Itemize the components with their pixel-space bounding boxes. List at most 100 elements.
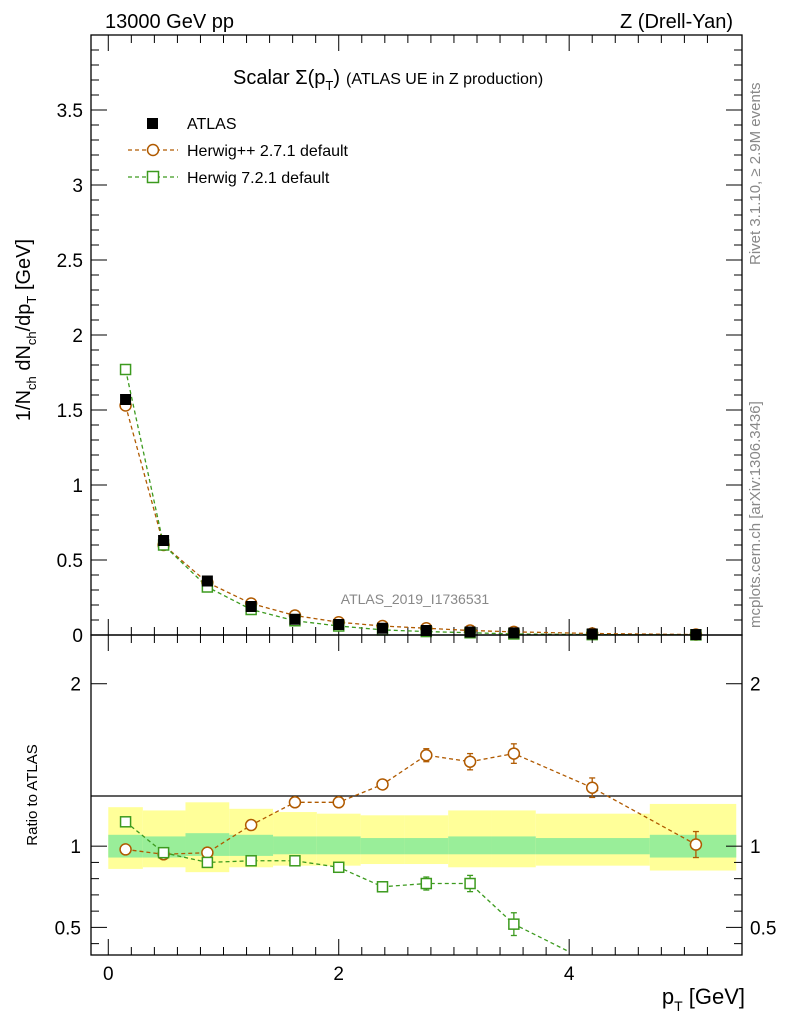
main-series bbox=[119, 363, 703, 641]
main-point-0 bbox=[420, 625, 432, 636]
ratio-band-inner bbox=[185, 833, 230, 856]
ratio-frame bbox=[90, 634, 743, 956]
ratio-point-1 bbox=[119, 816, 132, 828]
header-process: Z (Drell-Yan) bbox=[620, 11, 733, 33]
ratio-band-inner bbox=[535, 838, 650, 855]
main-y-tick-label: 1.5 bbox=[57, 401, 83, 422]
main-point-0 bbox=[201, 575, 213, 587]
main-y-tick-label: 0 bbox=[72, 626, 83, 647]
legend-label-herwig7: Herwig 7.2.1 default bbox=[187, 170, 330, 187]
ratio-band-inner bbox=[404, 838, 449, 855]
ratio-point-1 bbox=[289, 855, 301, 867]
main-y-tick-label: 0.5 bbox=[57, 551, 83, 572]
ratio-point-0 bbox=[119, 843, 132, 856]
ylabel-d: ch bbox=[24, 331, 39, 345]
ratio-point-1 bbox=[245, 855, 257, 867]
plot-title-rest: (ATLAS UE in Z production) bbox=[346, 71, 543, 88]
ratio-y-tick-label-right: 2 bbox=[750, 675, 761, 696]
ratio-point-1 bbox=[332, 861, 345, 874]
ratio-point-1 bbox=[157, 846, 170, 859]
xlabel-main: p bbox=[662, 984, 674, 1009]
main-point-0 bbox=[289, 613, 301, 625]
x-tick-label: 2 bbox=[333, 964, 344, 985]
ratio-series-line-0 bbox=[125, 752, 697, 855]
main-y-tick-label: 3.5 bbox=[57, 101, 83, 122]
ratio-band-inner bbox=[229, 834, 274, 856]
ratio-y-tick-label: 2 bbox=[70, 675, 81, 696]
ratio-bands bbox=[108, 802, 737, 873]
main-point-0 bbox=[377, 622, 389, 634]
plot-title: Scalar Σ(pT) (ATLAS UE in Z production) bbox=[233, 67, 543, 93]
plot-title-sub: T bbox=[325, 78, 333, 93]
main-point-2 bbox=[119, 363, 132, 376]
ratio-y-tick-label: 1 bbox=[70, 837, 81, 858]
legend-label-herwigpp: Herwig++ 2.7.1 default bbox=[187, 143, 349, 160]
legend-marker-herwig7 bbox=[146, 170, 160, 184]
main-point-0 bbox=[586, 628, 598, 640]
main-series-line-1 bbox=[124, 405, 696, 636]
ylabel-g: [GeV] bbox=[13, 239, 35, 296]
main-y-label: 1/Nch dNch/dpT [GeV] bbox=[13, 239, 39, 421]
ylabel-a: 1/N bbox=[13, 390, 35, 421]
ratio-y-tick-label: 0.5 bbox=[55, 918, 81, 939]
main-y-tick-label: 3 bbox=[72, 176, 83, 197]
ratio-point-1 bbox=[420, 877, 433, 890]
main-ticks: 0 0.5 1 1.5 2 2.5 3 3.5 bbox=[57, 35, 742, 647]
ratio-band-inner bbox=[448, 836, 492, 855]
ratio-point-1 bbox=[376, 881, 389, 893]
main-series-line-2 bbox=[124, 369, 696, 636]
ratio-y-label: Ratio to ATLAS bbox=[24, 744, 41, 845]
main-panel: Scalar Σ(pT) (ATLAS UE in Z production) 1… bbox=[13, 34, 743, 647]
analysis-watermark: ATLAS_2019_I1736531 bbox=[341, 591, 490, 607]
ratio-point-0 bbox=[689, 838, 703, 851]
ratio-series bbox=[119, 743, 703, 953]
ylabel-c: dN bbox=[13, 345, 35, 376]
legend-marker-atlas bbox=[147, 118, 158, 129]
ratio-point-1 bbox=[201, 856, 214, 869]
main-point-0 bbox=[120, 394, 132, 405]
ratio-panel: 0.5 0.5 1 1 2 2 0 2 4 Ratio to ATLAS pT [GeV] bbox=[24, 634, 776, 1014]
x-axis-label: pT [GeV] bbox=[662, 984, 745, 1014]
ratio-point-0 bbox=[332, 796, 345, 809]
ratio-point-0 bbox=[585, 781, 599, 794]
main-y-tick-label: 2.5 bbox=[57, 251, 83, 272]
xlabel-unit: [GeV] bbox=[683, 984, 745, 1009]
ratio-point-1 bbox=[508, 918, 520, 930]
ratio-ticks: 0.5 0.5 1 1 2 2 0 2 4 bbox=[55, 635, 776, 985]
main-y-tick-label: 2 bbox=[72, 326, 83, 347]
legend-marker-herwigpp bbox=[146, 143, 160, 157]
ratio-point-1 bbox=[464, 877, 476, 890]
main-y-tick-label: 1 bbox=[72, 476, 83, 497]
ratio-point-0 bbox=[376, 778, 389, 791]
rivet-info: Rivet 3.1.10, ≥ 2.9M events bbox=[747, 83, 764, 266]
ratio-point-0 bbox=[201, 846, 214, 859]
ratio-point-0 bbox=[288, 796, 302, 809]
x-tick-label: 0 bbox=[103, 964, 114, 985]
main-point-0 bbox=[245, 601, 257, 612]
ratio-y-tick-label-right: 0.5 bbox=[750, 918, 776, 939]
ratio-band-inner bbox=[273, 836, 317, 855]
ratio-point-0 bbox=[420, 748, 433, 762]
header-energy: 13000 GeV pp bbox=[105, 11, 234, 33]
ylabel-e: /dp bbox=[13, 304, 35, 332]
ratio-point-0 bbox=[507, 747, 521, 760]
plot-title-close: ) bbox=[333, 67, 340, 89]
ratio-band-inner bbox=[360, 838, 405, 855]
x-tick-label: 4 bbox=[564, 964, 575, 985]
main-point-0 bbox=[333, 619, 345, 630]
xlabel-sub: T bbox=[674, 998, 683, 1014]
ratio-point-0 bbox=[463, 755, 477, 768]
legend: ATLAS Herwig++ 2.7.1 default Herwig 7.2.… bbox=[128, 116, 349, 187]
ylabel-f: T bbox=[24, 296, 39, 304]
ratio-band-inner bbox=[316, 836, 361, 855]
main-point-0 bbox=[508, 627, 520, 639]
ratio-y-tick-label-right: 1 bbox=[750, 837, 761, 858]
main-point-0 bbox=[464, 626, 476, 638]
legend-label-atlas: ATLAS bbox=[187, 116, 237, 133]
mcplots-info: mcplots.cern.ch [arXiv:1306.3436] bbox=[747, 401, 764, 628]
ratio-band-inner bbox=[491, 836, 536, 855]
plot-title-main: Scalar Σ(p bbox=[233, 67, 325, 89]
ylabel-b: ch bbox=[24, 376, 39, 390]
main-point-0 bbox=[158, 535, 170, 546]
